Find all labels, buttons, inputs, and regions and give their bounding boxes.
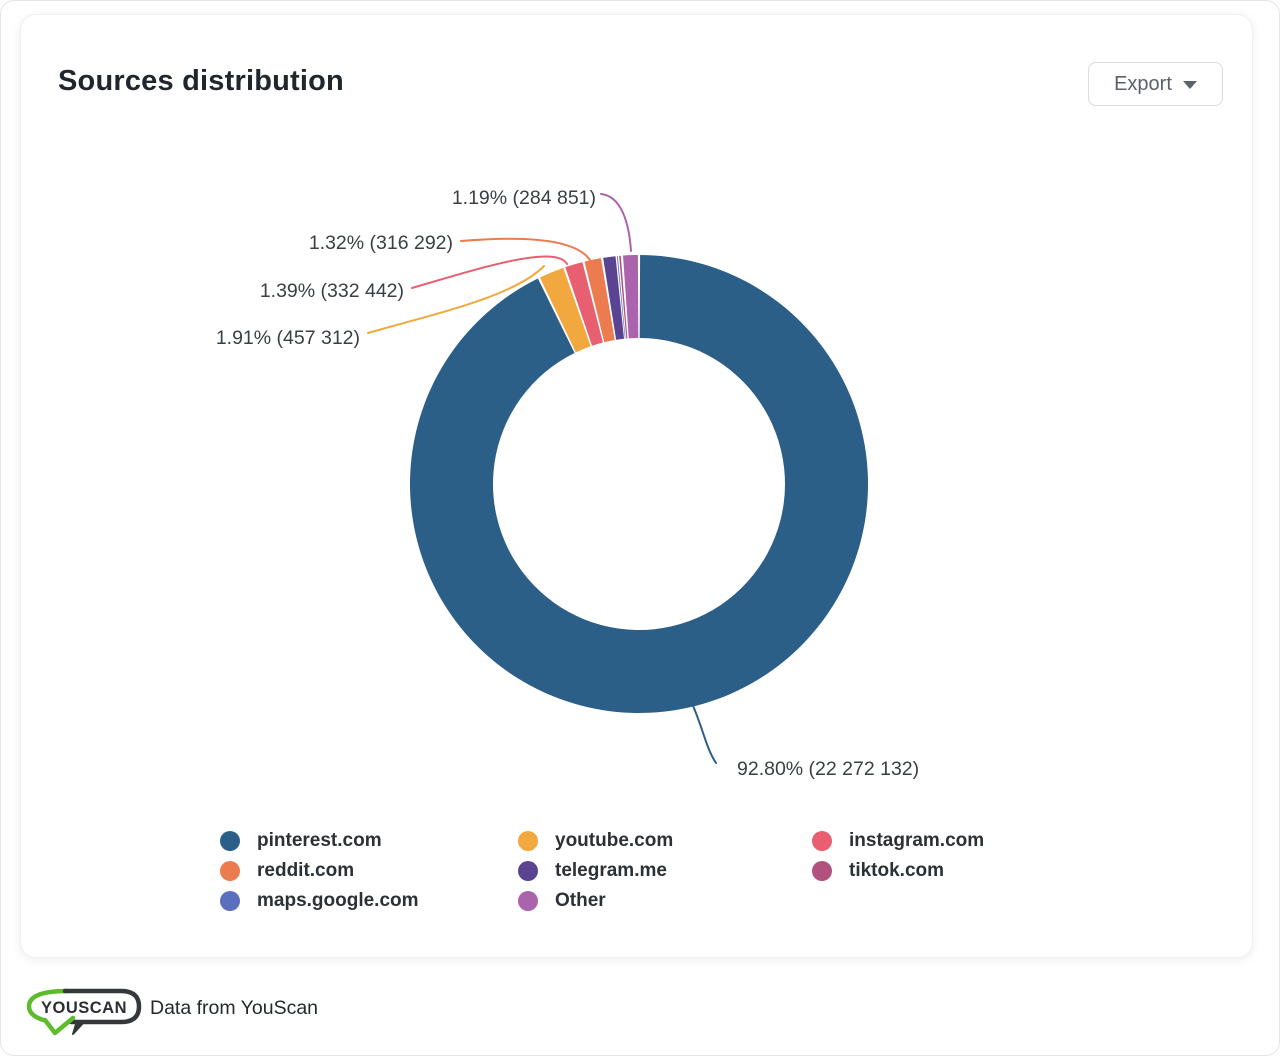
legend-color-dot: [518, 861, 538, 881]
legend-item-label: telegram.me: [555, 860, 667, 881]
legend-color-dot: [518, 831, 538, 851]
legend-item-Other[interactable]: Other: [518, 886, 673, 916]
legend-item-label: instagram.com: [849, 830, 985, 851]
donut-slice-Other[interactable]: [622, 255, 639, 339]
legend-item-tiktok-com[interactable]: tiktok.com: [812, 856, 984, 886]
page-title: Sources distribution: [58, 65, 344, 97]
legend-item-label: youtube.com: [555, 830, 674, 851]
donut-slice-telegram-me[interactable]: [603, 256, 625, 340]
legend-item-pinterest-com[interactable]: pinterest.com: [220, 826, 419, 856]
legend-item-instagram-com[interactable]: instagram.com: [812, 826, 984, 856]
donut-slice-tiktok-com[interactable]: [619, 255, 628, 339]
legend-item-label: tiktok.com: [849, 860, 945, 881]
donut-slice-reddit-com[interactable]: [584, 258, 615, 343]
legend-item-label: maps.google.com: [257, 890, 419, 911]
legend-column: pinterest.com reddit.com maps.google.com: [220, 826, 419, 916]
attribution-text: Data from YouScan: [150, 997, 319, 1019]
legend-column: instagram.com tiktok.com: [812, 826, 984, 886]
legend-color-dot: [812, 831, 832, 851]
legend-color-dot: [220, 831, 240, 851]
legend-item-label: pinterest.com: [257, 830, 382, 851]
legend-color-dot: [812, 861, 832, 881]
legend-item-label: Other: [555, 890, 606, 911]
donut-slice-youtube-com[interactable]: [539, 267, 591, 353]
chevron-down-icon: [1182, 81, 1197, 89]
legend-item-label: reddit.com: [257, 860, 355, 881]
legend-color-dot: [220, 891, 240, 911]
legend-color-dot: [220, 861, 240, 881]
legend-item-reddit-com[interactable]: reddit.com: [220, 856, 419, 886]
donut-slice-instagram-com[interactable]: [565, 262, 603, 346]
legend-item-youtube-com[interactable]: youtube.com: [518, 826, 673, 856]
youscan-logo-text: YOUSCAN: [41, 999, 127, 1017]
legend-color-dot: [518, 891, 538, 911]
legend-column: youtube.com telegram.me Other: [518, 826, 673, 916]
sources-distribution-card: Sources distribution Export: [20, 14, 1253, 958]
export-button[interactable]: Export: [1088, 62, 1223, 106]
legend-item-telegram-me[interactable]: telegram.me: [518, 856, 673, 886]
youscan-logo: YOUSCAN: [26, 988, 142, 1036]
donut-slice-maps-google-com[interactable]: [616, 255, 626, 339]
export-button-label: Export: [1114, 72, 1172, 95]
donut-slice-pinterest-com[interactable]: [410, 255, 869, 713]
legend-item-maps-google-com[interactable]: maps.google.com: [220, 886, 419, 916]
